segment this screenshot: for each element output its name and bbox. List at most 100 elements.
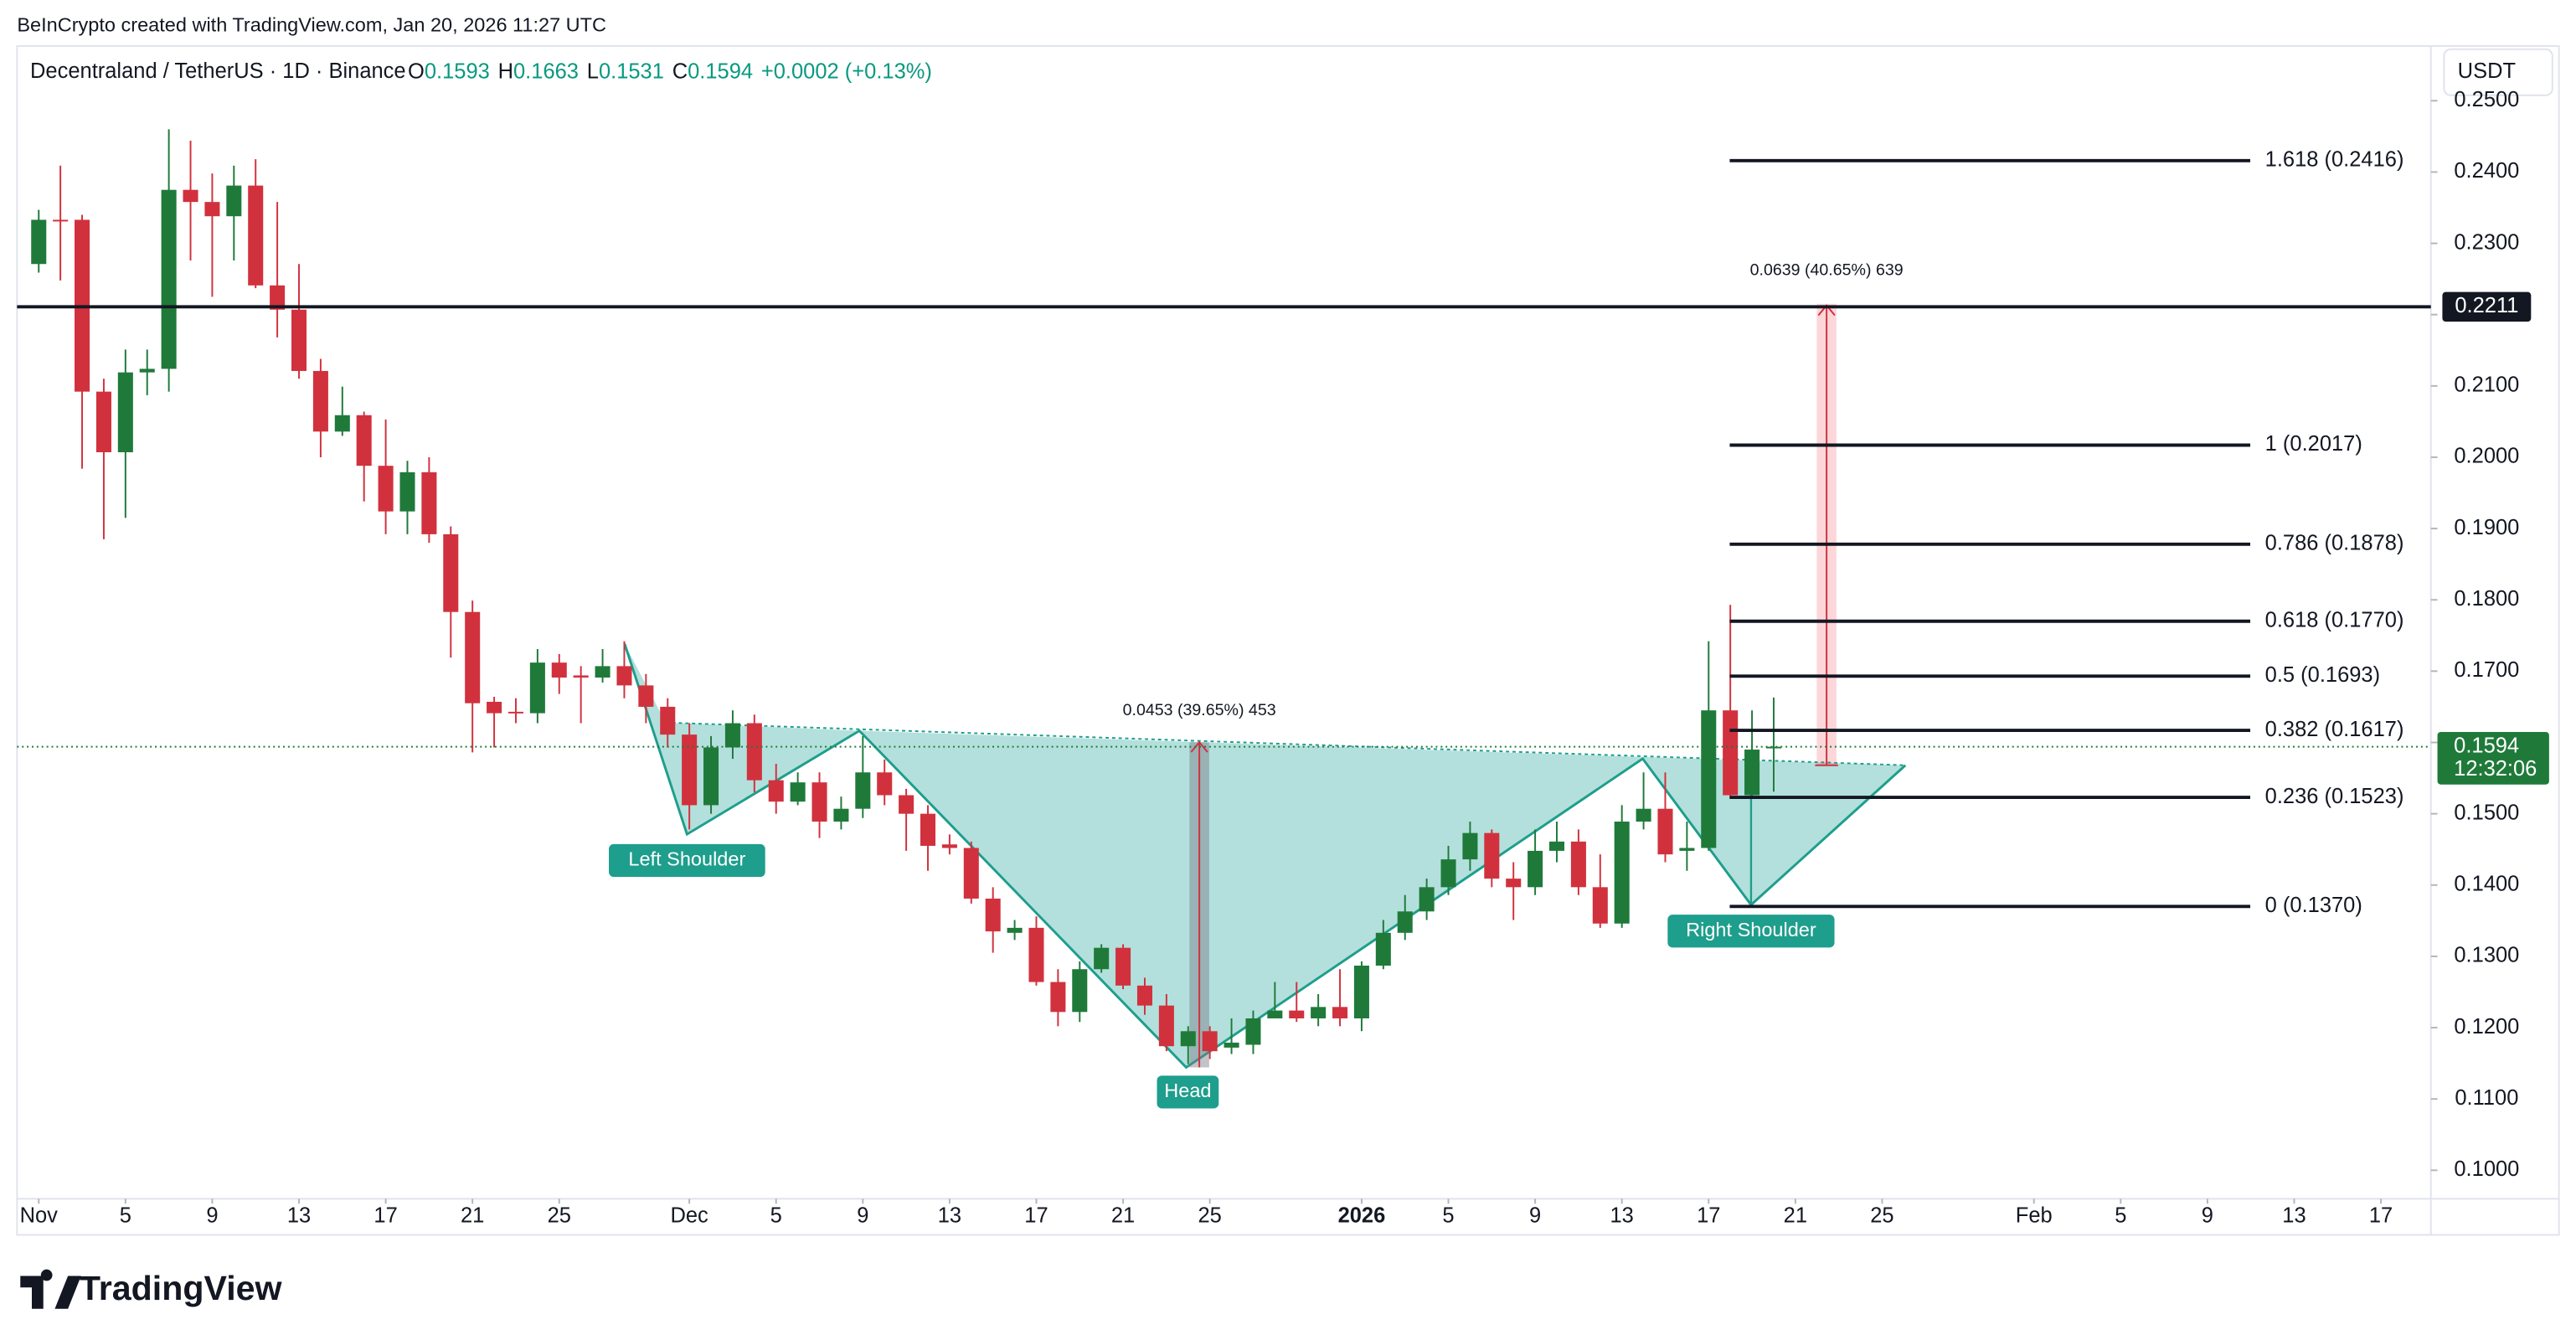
candle-body bbox=[443, 533, 459, 612]
candle-body bbox=[529, 662, 545, 714]
candle-body bbox=[768, 780, 784, 802]
x-tick-label: 17 bbox=[1024, 1204, 1048, 1228]
candle-body bbox=[682, 734, 698, 806]
candle-body bbox=[1267, 1010, 1283, 1018]
candle-body bbox=[1136, 985, 1152, 1006]
last-price-label: 0.1594 bbox=[2454, 734, 2519, 757]
pattern-label-box bbox=[1667, 915, 1835, 948]
candle-body bbox=[877, 772, 893, 796]
fib-label: 1.618 (0.2416) bbox=[2265, 148, 2404, 172]
x-tick-label: 25 bbox=[1198, 1204, 1221, 1228]
candle-body bbox=[941, 844, 957, 848]
y-tick-label: 0.2100 bbox=[2454, 374, 2519, 397]
stat-key: O bbox=[408, 59, 425, 83]
pattern-fill bbox=[624, 643, 1906, 1068]
y-tick-label: 0.1800 bbox=[2454, 587, 2519, 611]
candle-body bbox=[291, 309, 307, 371]
brand: TradingView bbox=[80, 1269, 283, 1307]
candle-body bbox=[1202, 1031, 1218, 1052]
candle-body bbox=[1506, 879, 1522, 888]
y-tick-label: 0.1700 bbox=[2454, 658, 2519, 682]
credit: BeInCrypto created with TradingView.com,… bbox=[17, 14, 606, 36]
x-tick-label: 9 bbox=[1529, 1204, 1541, 1228]
x-tick-label: 5 bbox=[120, 1204, 131, 1228]
x-tick-label: 9 bbox=[206, 1204, 218, 1228]
x-tick-label: Dec bbox=[670, 1204, 708, 1228]
candle-body bbox=[1158, 1005, 1174, 1047]
candle-body bbox=[551, 662, 567, 678]
candle-body bbox=[638, 685, 654, 707]
x-tick-label: Feb bbox=[2016, 1204, 2053, 1228]
candle-body bbox=[963, 848, 979, 899]
candle-body bbox=[573, 675, 589, 678]
pattern-label: Right Shoulder bbox=[1686, 919, 1816, 941]
currency-button[interactable] bbox=[2443, 48, 2553, 96]
stat-key: L bbox=[587, 59, 599, 83]
x-tick-label: 5 bbox=[770, 1204, 782, 1228]
candle-body bbox=[1528, 850, 1543, 888]
candle-body bbox=[703, 747, 719, 806]
countdown: 12:32:06 bbox=[2454, 757, 2537, 781]
fib-label: 0 (0.1370) bbox=[2265, 894, 2362, 917]
candle-body bbox=[595, 666, 611, 678]
candle-body bbox=[899, 795, 914, 814]
candle-body bbox=[161, 189, 177, 369]
fib-label: 0.236 (0.1523) bbox=[2265, 785, 2404, 808]
x-tick-label: 9 bbox=[857, 1204, 868, 1228]
measure-arrowhead bbox=[1190, 740, 1208, 753]
candle-body bbox=[226, 185, 242, 217]
x-tick-label: 2026 bbox=[1338, 1204, 1386, 1228]
stat-value: 0.1531 bbox=[599, 59, 664, 83]
y-tick-label: 0.1300 bbox=[2454, 944, 2519, 967]
fib-label: 0.382 (0.1617) bbox=[2265, 718, 2404, 741]
stat-value: 0.1593 bbox=[425, 59, 490, 83]
candle-body bbox=[1115, 947, 1131, 986]
x-tick-label: 25 bbox=[548, 1204, 571, 1228]
candle-body bbox=[53, 219, 69, 222]
x-tick-label: 17 bbox=[1697, 1204, 1720, 1228]
currency[interactable]: USDT bbox=[2458, 59, 2516, 83]
x-tick-label: 13 bbox=[1610, 1204, 1634, 1228]
candle-body bbox=[1050, 982, 1066, 1013]
candle-body bbox=[1570, 841, 1586, 888]
chart-frame bbox=[16, 44, 2560, 1236]
candle-body bbox=[1289, 1010, 1305, 1018]
x-tick-label: Nov bbox=[20, 1204, 59, 1228]
x-tick-label: 5 bbox=[1442, 1204, 1454, 1228]
x-tick-label: 5 bbox=[2115, 1204, 2126, 1228]
candle-body bbox=[660, 706, 676, 735]
candle-body bbox=[1028, 927, 1044, 982]
candle-body bbox=[833, 808, 849, 822]
candle-body bbox=[616, 666, 632, 686]
candle-body bbox=[204, 202, 220, 217]
measure-label: 0.0453 (39.65%) 453 bbox=[1123, 701, 1276, 719]
y-tick-label: 0.1500 bbox=[2454, 801, 2519, 824]
candle-body bbox=[95, 391, 111, 452]
y-tick-label: 0.1200 bbox=[2454, 1015, 2519, 1038]
candle-body bbox=[920, 813, 936, 846]
y-tick-label: 0.2400 bbox=[2454, 159, 2519, 183]
candle-body bbox=[1440, 859, 1456, 888]
candle-body bbox=[1311, 1007, 1327, 1018]
tradingview-logo bbox=[20, 1269, 81, 1309]
candle-body bbox=[1180, 1031, 1196, 1047]
candle-body bbox=[1744, 750, 1760, 796]
candle-body bbox=[1245, 1018, 1261, 1045]
y-tick-label: 0.2300 bbox=[2454, 230, 2519, 254]
x-tick-label: 9 bbox=[2202, 1204, 2213, 1228]
candle-body bbox=[465, 611, 481, 704]
x-tick-label: 13 bbox=[287, 1204, 311, 1228]
candle-body bbox=[855, 772, 871, 809]
stat-key: C bbox=[672, 59, 688, 83]
change: +0.0002 (+0.13%) bbox=[761, 59, 932, 83]
candle-body bbox=[31, 219, 47, 265]
candle-body bbox=[811, 782, 827, 822]
fib-label: 1 (0.2017) bbox=[2265, 432, 2362, 456]
candle-body bbox=[117, 372, 133, 452]
candle-body bbox=[270, 285, 286, 310]
pattern-label: Head bbox=[1164, 1080, 1211, 1101]
candle-body bbox=[421, 472, 437, 534]
y-tick-label: 0.2000 bbox=[2454, 445, 2519, 468]
candle-body bbox=[1723, 710, 1739, 796]
